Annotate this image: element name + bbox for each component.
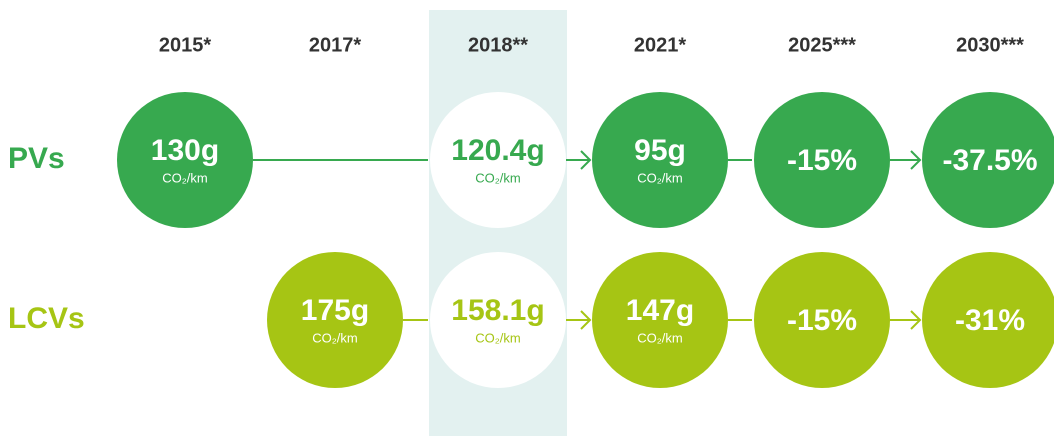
- value: 147g: [626, 294, 694, 327]
- unit: CO₂/km: [162, 170, 208, 185]
- row-label: LCVs: [8, 302, 85, 335]
- column-header: 2021*: [634, 34, 686, 56]
- arrowhead: [580, 310, 592, 330]
- arrowhead: [910, 310, 922, 330]
- value: 95g: [634, 134, 686, 167]
- value: -31%: [955, 304, 1025, 337]
- row-label: PVs: [8, 142, 65, 175]
- unit: CO₂/km: [637, 330, 683, 345]
- value-circle: [754, 92, 890, 228]
- value-circle: [754, 252, 890, 388]
- value-circle: [430, 92, 566, 228]
- unit: CO₂/km: [475, 170, 521, 185]
- value-circle: [117, 92, 253, 228]
- column-header: 2030***: [956, 34, 1024, 56]
- value: -15%: [787, 144, 857, 177]
- value: 175g: [301, 294, 369, 327]
- value: 130g: [151, 134, 219, 167]
- value-circle: [592, 92, 728, 228]
- value-circle: [922, 92, 1054, 228]
- value-circle: [592, 252, 728, 388]
- arrowhead: [580, 150, 592, 170]
- column-header: 2018**: [468, 34, 528, 56]
- value-circle: [430, 252, 566, 388]
- value: 120.4g: [451, 134, 544, 167]
- arrowhead: [910, 150, 922, 170]
- value: -15%: [787, 304, 857, 337]
- unit: CO₂/km: [312, 330, 358, 345]
- value: 158.1g: [451, 294, 544, 327]
- column-header: 2025***: [788, 34, 856, 56]
- column-header: 2017*: [309, 34, 361, 56]
- value: -37.5%: [942, 144, 1037, 177]
- value-circle: [922, 252, 1054, 388]
- unit: CO₂/km: [637, 170, 683, 185]
- column-header: 2015*: [159, 34, 211, 56]
- value-circle: [267, 252, 403, 388]
- unit: CO₂/km: [475, 330, 521, 345]
